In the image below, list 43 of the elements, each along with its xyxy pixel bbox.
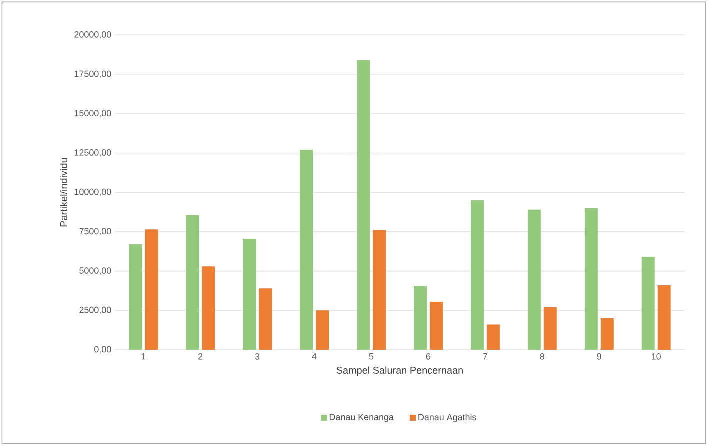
- bar: [300, 150, 314, 350]
- x-tick-label: 5: [369, 353, 374, 360]
- bar: [528, 210, 541, 350]
- y-tick-label: 0,00: [94, 346, 112, 354]
- bar: [259, 288, 272, 350]
- bar: [584, 208, 598, 350]
- bar: [642, 257, 655, 350]
- legend-label: Danau Agathis: [418, 414, 476, 422]
- y-tick-label: 17500,00: [74, 70, 112, 78]
- bar: [357, 60, 370, 350]
- legend-label: Danau Kenanga: [330, 414, 394, 422]
- bar: [316, 310, 330, 350]
- x-axis-title: Sampel Saluran Pencernaan: [336, 366, 463, 376]
- bar: [430, 302, 443, 350]
- bar: [600, 318, 614, 350]
- y-tick-label: 12500,00: [74, 149, 112, 157]
- bar: [414, 286, 427, 350]
- y-tick-label: 15000,00: [74, 110, 112, 118]
- bar: [544, 307, 557, 350]
- bar: [202, 266, 216, 350]
- bar: [486, 324, 500, 350]
- y-tick-label: 2500,00: [80, 306, 112, 314]
- x-tick-label: 1: [142, 353, 146, 360]
- bar: [658, 285, 671, 350]
- x-tick-label: 4: [312, 353, 317, 360]
- y-tick-label: 20000,00: [74, 31, 112, 39]
- bar: [470, 200, 484, 350]
- bar: [243, 238, 256, 350]
- bar: [129, 244, 142, 350]
- y-tick-label: 7500,00: [80, 228, 112, 236]
- bar: [186, 215, 200, 350]
- y-tick-label: 5000,00: [80, 268, 112, 275]
- x-tick-label: 7: [483, 353, 488, 360]
- x-tick-label: 2: [198, 353, 203, 360]
- bar: [372, 230, 386, 350]
- x-tick-label: 10: [652, 353, 661, 360]
- x-tick-label: 9: [597, 353, 602, 360]
- x-tick-label: 3: [255, 353, 260, 360]
- y-tick-label: 10000,00: [74, 188, 112, 196]
- y-axis-title: Partikel/individu: [60, 158, 68, 227]
- x-tick-label: 8: [540, 353, 545, 360]
- bar: [145, 230, 158, 350]
- x-tick-label: 6: [426, 353, 431, 360]
